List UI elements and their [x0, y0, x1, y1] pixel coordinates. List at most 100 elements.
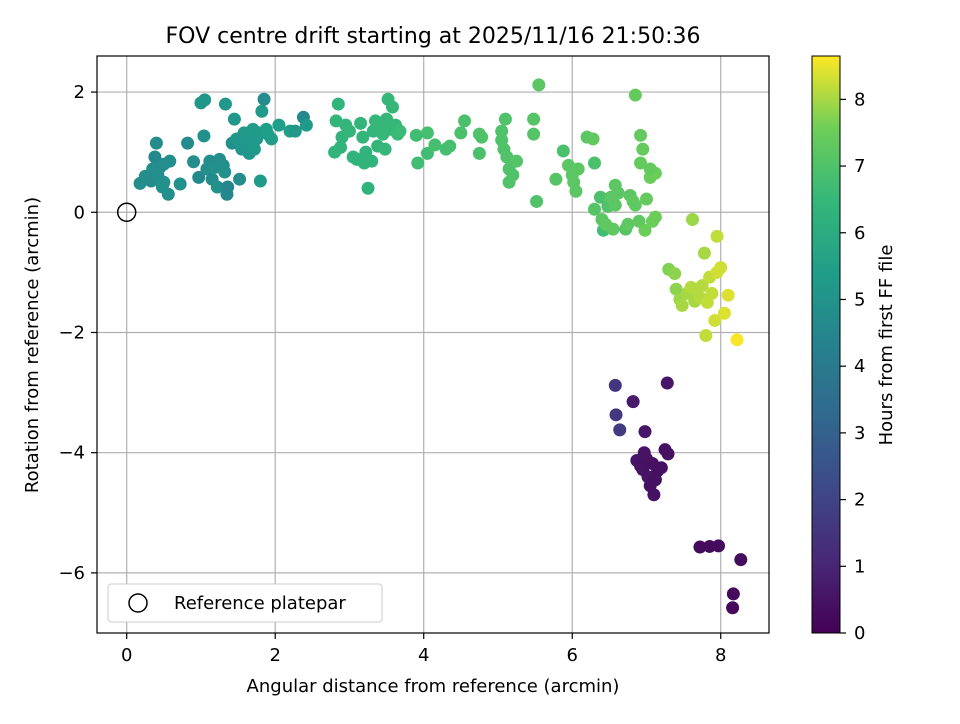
data-point: [621, 217, 635, 231]
x-axis-label: Angular distance from reference (arcmin): [247, 676, 620, 697]
data-point: [705, 286, 719, 300]
data-point: [606, 222, 620, 236]
data-point: [198, 93, 212, 107]
data-point: [527, 112, 541, 126]
data-point: [693, 540, 707, 554]
data-point: [661, 447, 675, 461]
data-point: [210, 180, 224, 194]
data-point: [626, 395, 640, 409]
data-point: [187, 155, 201, 169]
data-point: [586, 132, 600, 146]
colorbar-tick-label: 8: [854, 89, 865, 110]
colorbar-tick-label: 5: [854, 289, 865, 310]
y-tick-label: −6: [58, 563, 85, 584]
colorbar-tick-label: 6: [854, 223, 865, 244]
data-point: [221, 180, 235, 194]
data-point: [334, 140, 348, 154]
legend-box: [107, 583, 383, 623]
data-point: [609, 408, 623, 422]
x-tick-label: 4: [418, 645, 429, 666]
data-point: [386, 100, 400, 114]
colorbar: 0 1 2 3 4 5 6 7 8 Hours from first FF file: [811, 55, 897, 644]
data-point: [611, 186, 625, 200]
legend-marker: [128, 593, 148, 613]
data-point: [253, 174, 267, 188]
data-point: [734, 553, 748, 567]
data-point: [717, 306, 731, 320]
data-point: [420, 126, 434, 140]
data-point: [532, 78, 546, 92]
legend: Reference platepar: [107, 583, 383, 623]
data-point: [454, 126, 468, 140]
colorbar-tick-label: 3: [854, 423, 865, 444]
data-point: [639, 192, 653, 206]
data-point: [411, 156, 425, 170]
data-point: [247, 142, 261, 156]
data-point: [660, 376, 674, 390]
y-tick-label: −2: [58, 322, 85, 343]
data-point: [647, 488, 661, 502]
data-point: [393, 124, 407, 138]
data-point: [712, 539, 726, 553]
axis-ticks: 0 2 4 6 8 −6 −4 −2 0 2: [58, 82, 726, 666]
x-tick-label: 6: [566, 645, 577, 666]
colorbar-gradient: [811, 55, 841, 634]
data-point: [588, 156, 602, 170]
data-point: [730, 333, 744, 347]
data-point: [710, 229, 724, 243]
data-point: [506, 168, 520, 182]
data-point: [669, 282, 683, 296]
data-point: [361, 181, 375, 195]
data-point: [608, 378, 622, 392]
data-point: [654, 461, 668, 475]
data-point: [613, 423, 627, 437]
data-point: [549, 172, 563, 186]
data-point: [255, 104, 269, 118]
y-tick-label: 0: [74, 202, 85, 223]
data-point: [726, 587, 740, 601]
data-point: [634, 128, 648, 142]
data-point: [593, 190, 607, 204]
data-point: [146, 162, 160, 176]
data-point: [498, 112, 512, 126]
data-point: [443, 139, 457, 153]
data-point: [556, 144, 570, 158]
data-point: [571, 162, 585, 176]
y-tick-label: −4: [58, 443, 85, 464]
data-point: [227, 112, 241, 126]
data-point: [197, 129, 211, 143]
data-point: [569, 184, 583, 198]
data-point: [638, 425, 652, 439]
data-point: [714, 261, 728, 275]
data-point: [608, 198, 622, 212]
data-point: [636, 142, 650, 156]
data-point: [628, 88, 642, 102]
data-point: [420, 146, 434, 160]
data-point: [634, 156, 648, 170]
data-point: [588, 202, 602, 216]
data-point: [354, 116, 368, 130]
data-point: [708, 313, 722, 327]
colorbar-ticks: 0 1 2 3 4 5 6 7 8: [840, 89, 865, 644]
colorbar-label: Hours from first FF file: [876, 245, 897, 446]
data-point: [697, 246, 711, 260]
data-point: [163, 154, 177, 168]
data-point: [675, 298, 689, 312]
data-point: [475, 130, 489, 144]
data-point: [686, 212, 700, 226]
data-point: [495, 124, 509, 138]
data-point: [342, 124, 356, 138]
data-point: [218, 165, 232, 179]
colorbar-tick-label: 4: [854, 356, 865, 377]
data-point: [181, 136, 195, 150]
data-point: [409, 128, 423, 142]
data-point: [331, 97, 345, 111]
data-point: [510, 154, 524, 168]
data-point: [472, 146, 486, 160]
y-axis-label: Rotation from reference (arcmin): [22, 197, 43, 493]
data-point: [726, 601, 740, 615]
plot-frame: [96, 55, 770, 634]
data-point: [272, 118, 286, 132]
